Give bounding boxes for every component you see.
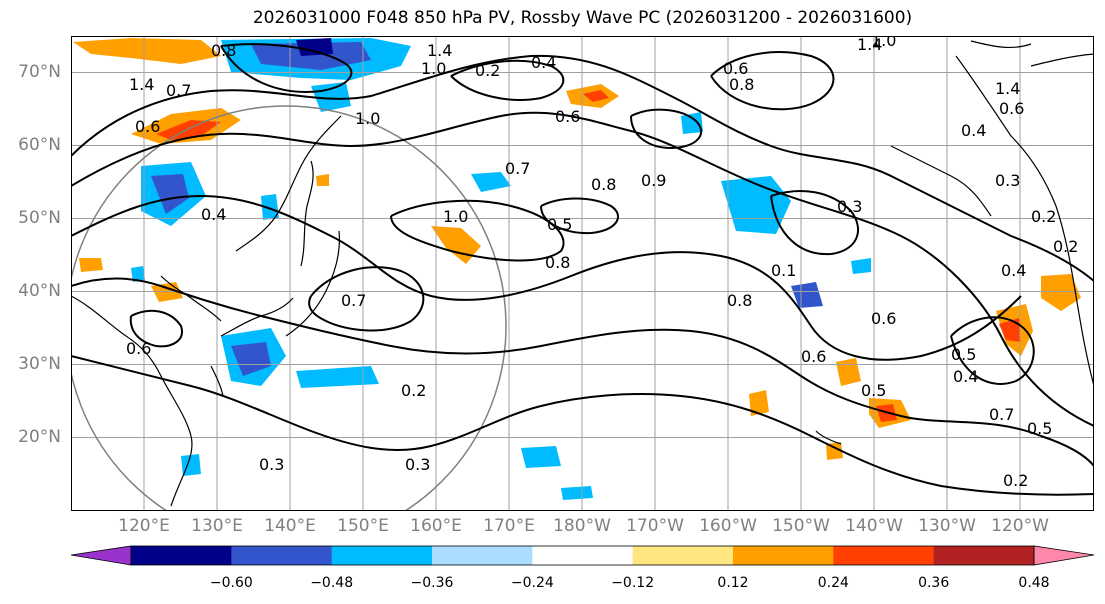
contour-label: 0.3: [995, 171, 1020, 190]
contour-label: 1.4: [129, 75, 154, 94]
contour-label: 0.6: [555, 107, 580, 126]
map-panel: 0.8 1.4 1.0 0.2 0.4 0.6 0.8 1.4 1.4 0.6 …: [71, 36, 1094, 511]
contour-label: 0.1: [771, 261, 796, 280]
contour-label: 0.8: [591, 175, 616, 194]
colorbar-tick-label: −0.48: [310, 575, 354, 591]
lon-label: 140°E: [264, 516, 316, 536]
colorbar-segment: [833, 546, 935, 565]
contour-label: 1.4: [857, 36, 882, 54]
contour-label: 0.2: [1053, 237, 1078, 256]
contour-label: 0.8: [211, 41, 236, 60]
lat-label: 50°N: [18, 208, 61, 228]
contour-label: 0.7: [989, 405, 1014, 424]
lon-label: 130°W: [918, 516, 976, 536]
colorbar-tick-label: 0.24: [817, 575, 849, 591]
contour-label: 0.5: [861, 381, 886, 400]
contour-label: 0.6: [135, 117, 160, 136]
colorbar-tick-label: −0.12: [611, 575, 655, 591]
contour-label: 1.0: [871, 36, 896, 50]
contour-label: 0.8: [727, 291, 752, 310]
colorbar-extension-high: [1033, 545, 1094, 566]
contour-label: 0.9: [641, 171, 666, 190]
contour-label: 0.6: [126, 339, 151, 358]
contour-label: 0.2: [1031, 207, 1056, 226]
contour-label: 0.6: [723, 59, 748, 78]
map-frame: [71, 36, 1094, 511]
colorbar-segment: [532, 546, 634, 565]
region-circle: [71, 105, 507, 511]
lat-label: 60°N: [18, 135, 61, 155]
colorbar-tick-label: −0.36: [410, 575, 454, 591]
colorbar-tick-label: −0.24: [510, 575, 554, 591]
contour-label: 0.4: [953, 367, 978, 386]
contour-label: 0.7: [505, 159, 530, 178]
map-title: 2026031000 F048 850 hPa PV, Rossby Wave …: [252, 8, 913, 28]
colorbar-segment: [331, 546, 433, 565]
colorbar-tick-label: −0.60: [209, 575, 253, 591]
lon-label: 150°E: [337, 516, 389, 536]
lon-label: 160°W: [699, 516, 757, 536]
contour-label: 0.7: [341, 291, 366, 310]
contour-label: 0.4: [961, 121, 986, 140]
contour-label: 1.0: [443, 207, 468, 226]
colorbar-segment: [131, 546, 232, 565]
colorbar-extension-low: [71, 545, 132, 566]
contour-label: 0.5: [951, 345, 976, 364]
colorbar-tick-label: 0.36: [918, 575, 950, 591]
map-canvas: 0.8 1.4 1.0 0.2 0.4 0.6 0.8 1.4 1.4 0.6 …: [71, 36, 1094, 511]
contour-label: 0.6: [801, 347, 826, 366]
contour-label: 0.3: [837, 197, 862, 216]
contour-label: 0.4: [1001, 261, 1026, 280]
colorbar: [71, 545, 1094, 566]
colorbar-tick-label: 0.48: [1018, 575, 1050, 591]
lon-label: 120°W: [991, 516, 1049, 536]
lat-label: 30°N: [18, 354, 61, 374]
contour-label: 0.5: [1027, 419, 1052, 438]
colorbar-segment: [632, 546, 734, 565]
lon-label: 180°W: [553, 516, 611, 536]
contour-labels: 0.8 1.4 1.0 0.2 0.4 0.6 0.8 1.4 1.4 0.6 …: [126, 36, 1078, 490]
contour-label: 1.4: [995, 79, 1020, 98]
contour-label: 1.0: [421, 59, 446, 78]
lat-label: 70°N: [18, 62, 61, 82]
contour-label: 0.4: [531, 53, 556, 72]
lon-label: 150°W: [772, 516, 830, 536]
contour-label: 0.6: [999, 99, 1024, 118]
contour-label: 0.7: [166, 81, 191, 100]
colorbar-frame: [130, 545, 1035, 566]
contour-label: 0.8: [729, 75, 754, 94]
pv-contours: [71, 43, 1094, 496]
lon-label: 160°E: [410, 516, 462, 536]
contour-label: 0.2: [1003, 471, 1028, 490]
contour-label: 0.6: [871, 309, 896, 328]
lon-label: 140°W: [845, 516, 903, 536]
lon-label: 120°E: [118, 516, 170, 536]
colorbar-segment: [733, 546, 834, 565]
contour-label: 0.3: [259, 455, 284, 474]
colorbar-segment: [432, 546, 533, 565]
contour-label: 0.8: [545, 253, 570, 272]
colorbar-tick-label: 0.12: [717, 575, 749, 591]
contour-label: 0.5: [547, 215, 572, 234]
lat-label: 20°N: [18, 427, 61, 447]
contour-label: 0.2: [475, 61, 500, 80]
contour-label: 1.4: [427, 41, 452, 60]
colorbar-segment: [933, 546, 1035, 565]
lon-label: 130°E: [191, 516, 243, 536]
colorbar-segment: [231, 546, 333, 565]
lon-label: 170°W: [626, 516, 684, 536]
lat-label: 40°N: [18, 281, 61, 301]
contour-label: 0.4: [201, 205, 226, 224]
lon-label: 170°E: [483, 516, 535, 536]
graticule: [71, 36, 1094, 511]
contour-label: 0.2: [401, 381, 426, 400]
contour-label: 0.3: [405, 455, 430, 474]
contour-label: 1.0: [355, 109, 380, 128]
